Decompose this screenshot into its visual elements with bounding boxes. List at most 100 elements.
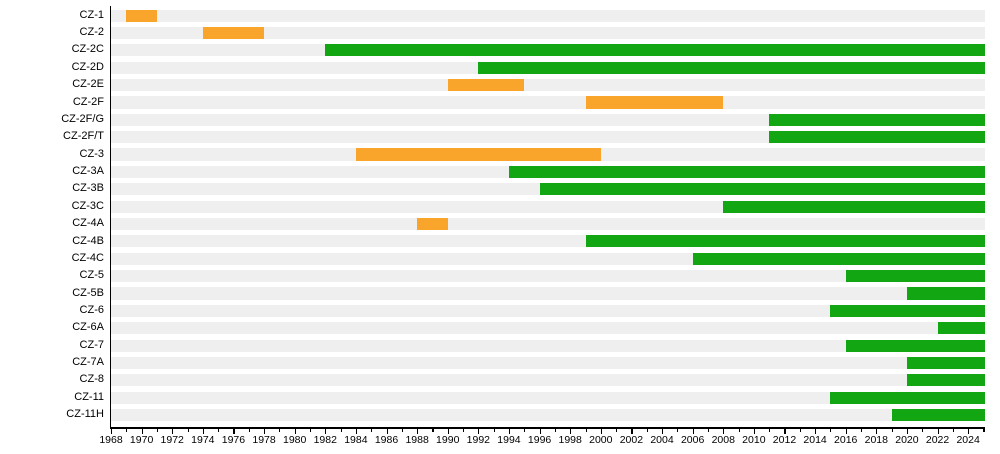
row-band-cz-11: [111, 391, 985, 404]
x-axis-tick-2011: [769, 428, 771, 432]
row-label-cz-4a: CZ-4A: [72, 217, 104, 230]
row-label-cz-2d: CZ-2D: [71, 60, 104, 73]
row-label-cz-5: CZ-5: [79, 269, 104, 282]
row-label-cz-4b: CZ-4B: [72, 234, 104, 247]
x-axis-tick-1988: [417, 428, 419, 435]
x-axis-tick-2003: [646, 428, 648, 432]
x-tick-label-2024: 2024: [956, 434, 980, 446]
x-axis-tick-1998: [570, 428, 572, 435]
timeline-bar-cz-5b: [906, 287, 985, 300]
x-axis-tick-2012: [784, 428, 786, 435]
x-tick-label-1990: 1990: [436, 434, 460, 446]
row-band-cz-4a: [111, 217, 985, 231]
x-axis-tick-1984: [355, 428, 357, 435]
x-axis-tick-2000: [600, 428, 602, 435]
x-tick-label-2006: 2006: [680, 434, 705, 446]
x-axis-tick-2005: [677, 428, 679, 432]
x-axis-tick-1969: [126, 428, 128, 432]
timeline-bar-cz-4c: [692, 252, 985, 265]
row-band-cz-6: [111, 304, 985, 317]
x-axis-tick-2009: [738, 428, 740, 432]
x-axis-tick-1996: [539, 428, 541, 435]
timeline-bar-cz-11h: [891, 409, 985, 422]
x-tick-label-1980: 1980: [282, 434, 307, 446]
row-band-cz-2f-g: [111, 113, 985, 126]
y-axis-line: [109, 6, 112, 429]
x-axis-tick-1991: [463, 428, 465, 432]
x-axis-tick-1970: [141, 428, 143, 435]
row-label-cz-3c: CZ-3C: [71, 199, 104, 212]
x-axis-tick-2008: [723, 428, 725, 435]
timeline-bar-cz-2d: [478, 61, 985, 74]
x-tick-label-1970: 1970: [129, 434, 154, 446]
x-tick-label-1986: 1986: [374, 434, 399, 446]
x-tick-label-1972: 1972: [160, 434, 184, 446]
row-label-cz-2f: CZ-2F: [72, 95, 104, 108]
timeline-bar-cz-3c: [723, 200, 985, 213]
timeline-bar-cz-7a: [906, 356, 985, 370]
x-axis-tick-1975: [218, 428, 220, 432]
x-tick-label-1984: 1984: [344, 434, 368, 446]
timeline-bar-cz-6: [830, 304, 985, 317]
row-label-cz-8: CZ-8: [79, 373, 104, 386]
x-axis-tick-2019: [891, 428, 893, 432]
x-axis-tick-1983: [340, 428, 342, 432]
x-tick-label-1992: 1992: [466, 434, 491, 446]
x-axis-tick-2023: [952, 428, 954, 432]
timeline-bar-cz-2: [202, 26, 265, 40]
row-band-cz-5b: [111, 287, 985, 300]
x-axis-tick-2016: [845, 428, 847, 435]
x-axis-tick-1971: [156, 428, 158, 432]
timeline-bar-cz-3: [355, 148, 601, 161]
row-label-cz-1: CZ-1: [79, 8, 104, 21]
x-axis-tick-1974: [202, 428, 204, 435]
x-axis-tick-2014: [815, 428, 817, 435]
x-axis-tick-2006: [692, 428, 694, 435]
x-axis-tick-1972: [172, 428, 174, 435]
x-tick-label-1982: 1982: [313, 434, 337, 446]
row-band-cz-2e: [111, 78, 985, 92]
x-tick-label-2014: 2014: [803, 434, 827, 446]
x-axis-tick-1979: [279, 428, 281, 432]
x-axis-tick-1993: [493, 428, 495, 432]
timeline-bar-cz-7: [845, 339, 985, 352]
row-label-cz-2f-g: CZ-2F/G: [61, 112, 104, 125]
x-axis-tick-1982: [325, 428, 327, 435]
row-band-cz-5: [111, 270, 985, 283]
x-axis-tick-1978: [264, 428, 266, 435]
x-axis-tick-2013: [799, 428, 801, 432]
x-tick-label-1994: 1994: [497, 434, 521, 446]
x-axis-tick-2020: [906, 428, 909, 435]
row-label-cz-5b: CZ-5B: [72, 286, 104, 299]
timeline-bar-cz-5: [845, 270, 985, 283]
timeline-bar-cz-3a: [508, 165, 985, 179]
x-tick-label-2018: 2018: [864, 434, 888, 446]
x-axis-tick-2025: [983, 428, 985, 432]
x-tick-label-1988: 1988: [405, 434, 429, 446]
x-axis-tick-2021: [922, 428, 924, 432]
x-axis-tick-1995: [524, 428, 526, 432]
row-label-cz-6a: CZ-6A: [72, 321, 104, 334]
x-axis-tick-1992: [478, 428, 480, 435]
x-tick-label-2000: 2000: [589, 434, 613, 446]
x-tick-label-1968: 1968: [99, 434, 123, 446]
row-label-cz-2c: CZ-2C: [71, 43, 104, 56]
row-label-cz-3a: CZ-3A: [72, 165, 104, 178]
x-tick-label-1978: 1978: [252, 434, 276, 446]
x-axis-tick-1989: [432, 428, 434, 432]
timeline-bar-cz-2f-t: [769, 131, 985, 144]
x-tick-label-2008: 2008: [711, 434, 735, 446]
x-axis-tick-1986: [386, 428, 388, 435]
timeline-bar-cz-3b: [539, 183, 985, 196]
row-band-cz-1: [111, 9, 985, 22]
timeline-bar-cz-11: [830, 391, 985, 404]
timeline-bar-cz-4a: [417, 217, 448, 231]
x-axis-tick-1987: [401, 428, 403, 432]
x-axis-tick-1999: [585, 428, 587, 432]
x-tick-label-1996: 1996: [527, 434, 552, 446]
row-label-cz-6: CZ-6: [79, 303, 104, 316]
x-tick-label-2004: 2004: [650, 434, 674, 446]
x-axis-tick-1994: [508, 428, 511, 435]
x-axis-tick-1985: [371, 428, 373, 432]
